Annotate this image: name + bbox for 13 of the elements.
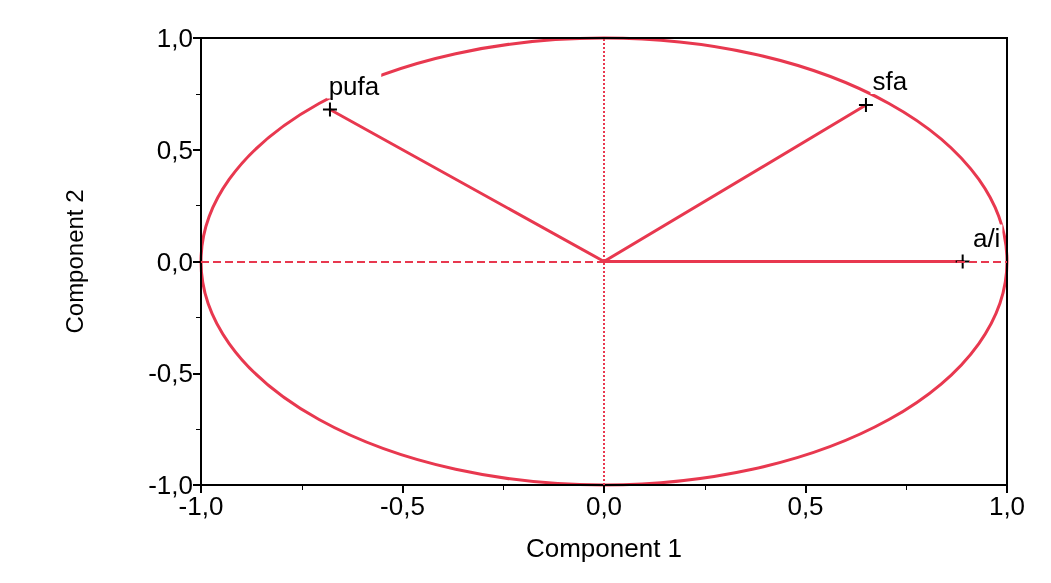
x-tick-label: -0,5 bbox=[380, 491, 425, 521]
series-label: sfa bbox=[872, 66, 908, 97]
y-tick-label: -0,5 bbox=[148, 358, 193, 389]
x-tick-label: 1,0 bbox=[988, 491, 1026, 521]
series-label: pufa bbox=[328, 70, 380, 101]
x-tick-label: 0,5 bbox=[787, 491, 824, 521]
series-label: a/i bbox=[972, 222, 1001, 253]
y-tick-label: 1,0 bbox=[156, 23, 193, 53]
y-axis-title: Component 2 bbox=[60, 189, 88, 334]
y-tick-label: 0,0 bbox=[156, 246, 193, 277]
x-axis-title: Component 1 bbox=[525, 533, 683, 563]
x-tick-label: 0,0 bbox=[585, 491, 623, 521]
y-tick-label: 0,5 bbox=[156, 134, 193, 165]
